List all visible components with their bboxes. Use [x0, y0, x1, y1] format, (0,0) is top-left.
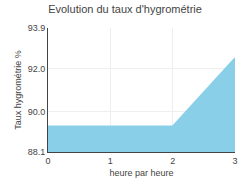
- svg-text:90.0: 90.0: [28, 107, 46, 117]
- svg-text:88.1: 88.1: [28, 147, 46, 157]
- svg-text:Taux hygrométrie %: Taux hygrométrie %: [13, 50, 23, 130]
- svg-text:2: 2: [170, 156, 175, 166]
- svg-text:3: 3: [232, 156, 237, 166]
- svg-text:92.0: 92.0: [28, 64, 46, 74]
- svg-text:93.9: 93.9: [28, 23, 46, 33]
- svg-text:heure par heure: heure par heure: [109, 168, 173, 178]
- svg-text:Evolution du taux d'hygrométri: Evolution du taux d'hygrométrie: [48, 3, 202, 15]
- svg-text:0: 0: [45, 156, 50, 166]
- svg-text:1: 1: [108, 156, 113, 166]
